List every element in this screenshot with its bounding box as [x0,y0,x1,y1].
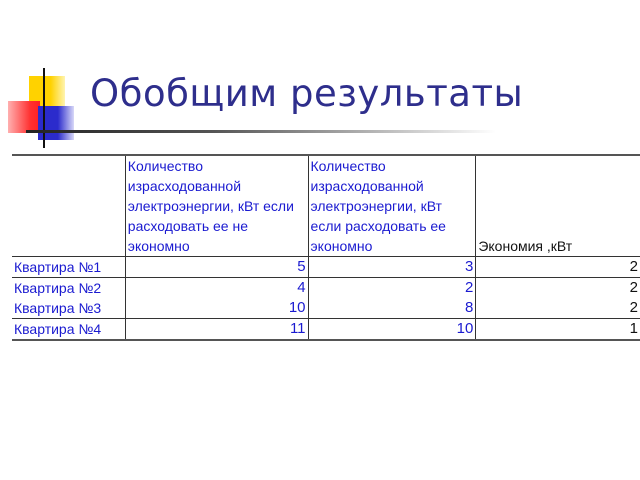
cell-wasteful: 5 [124,256,309,278]
cell-wasteful: 4 [124,277,309,298]
header-wasteful: Количество израсходованной электроэнерги… [124,154,309,257]
header-empty [12,154,126,257]
table-row: Квартира №2 4 2 2 [12,277,640,298]
cell-economical: 3 [307,256,476,278]
cell-wasteful: 10 [124,298,309,319]
table-header-row: Количество израсходованной электроэнерги… [12,154,640,257]
title-underline [26,130,496,133]
slide-title: Обобщим результаты [90,72,524,115]
header-economical: Количество израсходованной электроэнерги… [307,154,476,257]
cell-savings: 2 [475,298,640,319]
cell-savings: 2 [475,256,640,278]
table-row: Квартира №1 5 3 2 [12,256,640,278]
cell-economical: 2 [307,277,476,298]
cell-economical: 8 [307,298,476,319]
row-label: Квартира №4 [12,318,126,341]
header-savings: Экономия ,кВт [475,154,640,257]
cell-economical: 10 [307,318,476,341]
cell-wasteful: 11 [124,318,309,341]
decor-vertical-line [43,68,45,148]
row-label: Квартира №3 [14,300,102,316]
row-label: Квартира №1 [12,256,126,278]
decor-red-square [8,101,40,133]
row-label: Квартира №2 [12,277,126,298]
results-table: Количество израсходованной электроэнерги… [12,154,640,341]
cell-savings: 1 [475,318,640,341]
cell-savings: 2 [475,277,640,298]
table-row: Квартира №4 11 10 1 [12,318,640,341]
table-row: Квартира №3 10 8 2 [12,298,640,319]
